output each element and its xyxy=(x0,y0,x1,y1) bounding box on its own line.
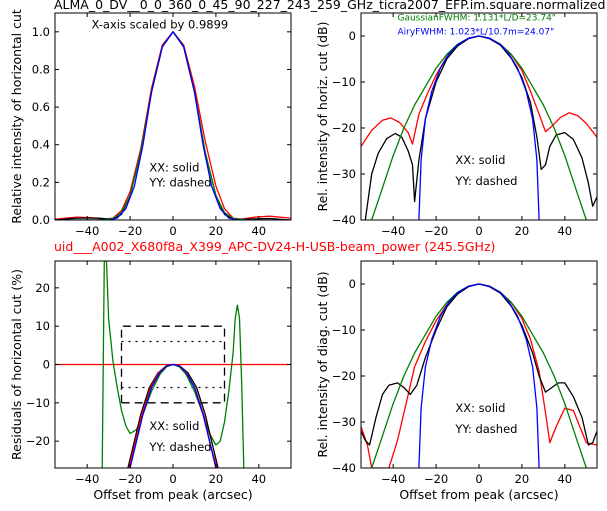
x-axis-label: Offset from peak (arcsec) xyxy=(93,487,252,502)
y-tick-label: −30 xyxy=(332,415,356,429)
series-line-blue-3 xyxy=(418,35,540,220)
annotation: X-axis scaled by 0.9899 xyxy=(91,17,228,31)
y-tick-label: 0 xyxy=(43,358,50,372)
x-tick-label: 40 xyxy=(557,224,572,238)
annotation: YY: dashed xyxy=(454,422,517,436)
series-group xyxy=(55,31,291,220)
series-line-blue-3 xyxy=(55,31,291,220)
annotation: XX: solid xyxy=(149,419,199,433)
series-line-green-2 xyxy=(371,35,587,220)
x-tick-label: 40 xyxy=(251,472,266,486)
x-tick-label: −40 xyxy=(381,224,405,238)
y-tick-label: −40 xyxy=(332,213,356,227)
y-tick-label: 20 xyxy=(35,281,50,295)
y-tick-label: 0.8 xyxy=(32,62,50,76)
annotation: XX: solid xyxy=(455,153,505,167)
series-group xyxy=(55,261,291,468)
annotation: YY: dashed xyxy=(454,174,517,188)
y-tick-label: −20 xyxy=(332,121,356,135)
x-tick-label: −20 xyxy=(424,472,448,486)
y-tick-label: −10 xyxy=(332,75,356,89)
y-axis-label: Residuals of horizontal cut (%) xyxy=(9,269,24,460)
x-tick-label: 20 xyxy=(209,224,224,238)
x-tick-label: 40 xyxy=(557,472,572,486)
y-tick-label: 10 xyxy=(35,319,50,333)
x-axis-label: Offset from peak (arcsec) xyxy=(399,487,558,502)
series-line-green-2 xyxy=(371,283,587,468)
charts-group: −40 −20 0 20 40 0.0 0.2 0.4 0.6 0.8 1.0 Relative in… xyxy=(9,9,598,502)
x-tick-label: 20 xyxy=(515,224,530,238)
series-line-black-1 xyxy=(55,31,291,220)
series-line-red-0 xyxy=(55,31,291,220)
annotation: XX: solid xyxy=(149,160,199,174)
annotation: XX: solid xyxy=(455,401,505,415)
series-line-black-1 xyxy=(364,35,597,220)
series-line-black-1 xyxy=(120,325,226,404)
x-tick-label: −40 xyxy=(381,472,405,486)
chart-tr: −40 −20 0 20 40 −40 −30 −20 −10 0 Rel. intensity o… xyxy=(315,12,598,238)
y-tick-label: −30 xyxy=(332,167,356,181)
y-tick-label: −10 xyxy=(26,396,50,410)
plot-frame xyxy=(360,260,598,469)
y-axis-label: Rel. intensity of horiz. cut (dB) xyxy=(315,21,330,211)
mid-title: uid___A002_X680f8a_X399_APC-DV24-H-USB-b… xyxy=(54,239,495,254)
x-tick-label: 20 xyxy=(515,472,530,486)
y-tick-label: 0 xyxy=(349,29,356,43)
series-group xyxy=(361,283,597,468)
series-line-black-1 xyxy=(361,283,597,446)
series-group xyxy=(361,35,597,220)
annotation: GaussianFWHM: 1.131*L/D=23.74" xyxy=(397,14,555,24)
series-line-green-2 xyxy=(55,31,291,220)
y-tick-label: 0 xyxy=(349,277,356,291)
y-tick-label: −20 xyxy=(332,369,356,383)
x-tick-label: 40 xyxy=(251,224,266,238)
series-line-red-0 xyxy=(361,35,597,147)
series-line-blue-7 xyxy=(129,363,217,468)
series-line-blue-3 xyxy=(418,283,540,468)
y-tick-label: 0.0 xyxy=(32,213,50,227)
x-tick-label: 0 xyxy=(169,224,176,238)
x-tick-label: 0 xyxy=(169,472,176,486)
y-tick-label: 0.4 xyxy=(32,138,50,152)
y-axis-label: Relative intensity of horizontal cut xyxy=(9,9,24,224)
y-axis-label: Rel. intensity of diag. cut (dB) xyxy=(315,271,330,457)
annotation: YY: dashed xyxy=(148,440,211,454)
x-tick-label: −40 xyxy=(75,472,99,486)
x-tick-label: 0 xyxy=(475,472,482,486)
y-tick-label: 1.0 xyxy=(32,25,50,39)
y-tick-label: 0.2 xyxy=(32,175,50,189)
x-tick-label: −20 xyxy=(424,224,448,238)
chart-tl: −40 −20 0 20 40 0.0 0.2 0.4 0.6 0.8 1.0 Relative in… xyxy=(9,9,292,238)
y-tick-label: −40 xyxy=(332,461,356,475)
top-title: ALMA_0_DV__0_0_360_0_45_90_227_243_259_G… xyxy=(54,0,605,12)
x-tick-label: −20 xyxy=(118,224,142,238)
y-tick-label: −10 xyxy=(332,323,356,337)
x-tick-label: −40 xyxy=(75,224,99,238)
series-line-red-0 xyxy=(361,283,597,468)
y-tick-label: −20 xyxy=(26,434,50,448)
annotation: AiryFWHM: 1.023*L/10.7m=24.07" xyxy=(397,27,554,37)
y-tick-label: 0.6 xyxy=(32,100,50,114)
x-tick-label: 20 xyxy=(209,472,224,486)
annotation: YY: dashed xyxy=(148,175,211,189)
x-tick-label: −20 xyxy=(118,472,142,486)
x-tick-label: 0 xyxy=(475,224,482,238)
